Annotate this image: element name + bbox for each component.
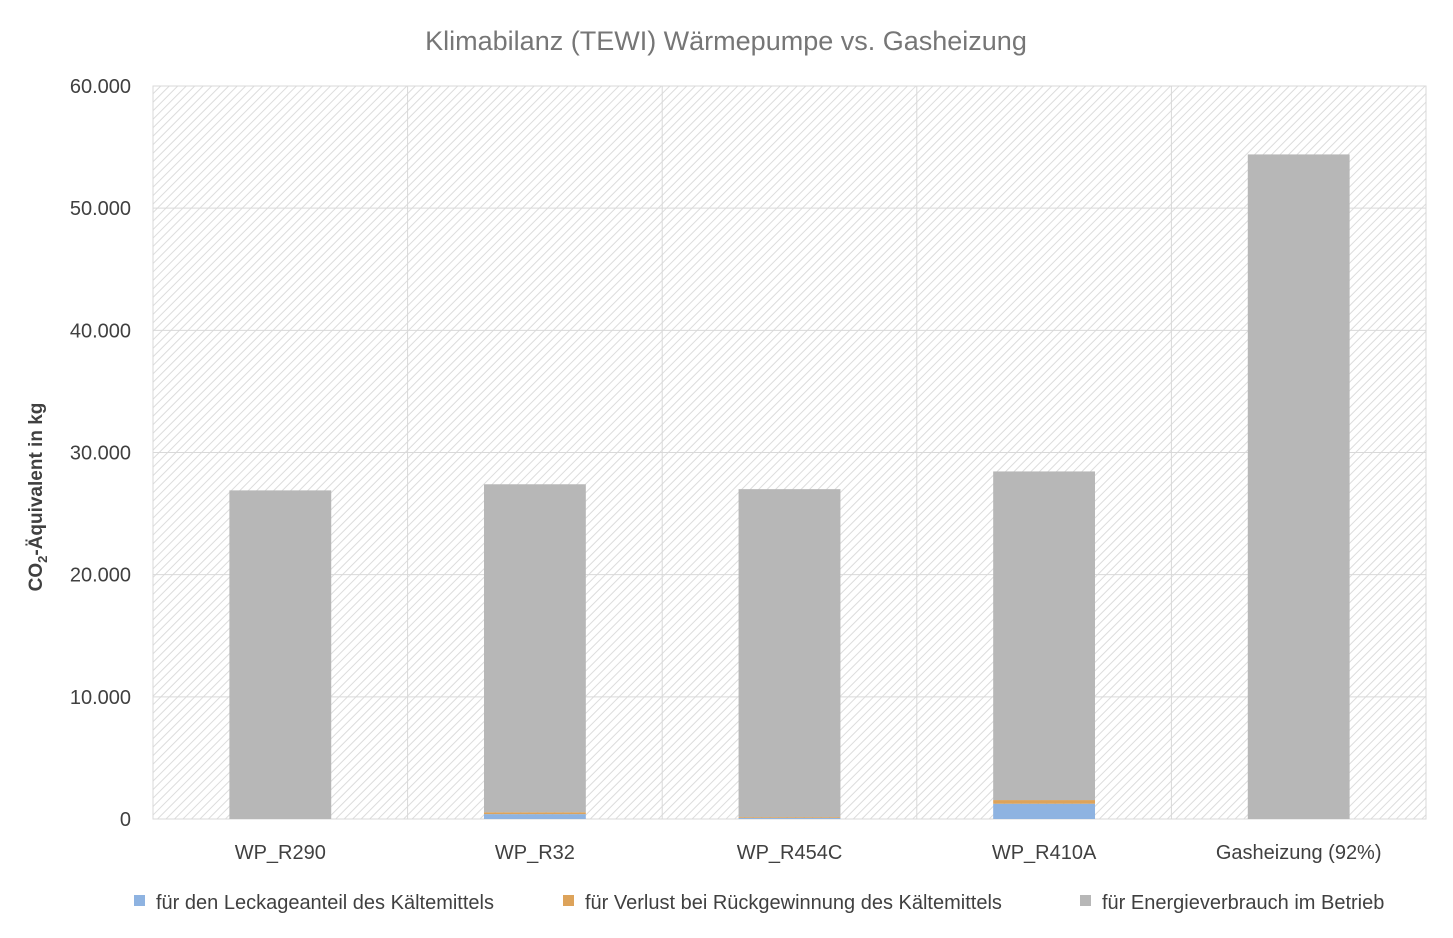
bar-segment-series-2 [738,817,841,819]
legend-label: für Energieverbrauch im Betrieb [1102,892,1384,914]
grid [153,85,1426,820]
bar-segment-series-3 [483,484,586,813]
y-tick-label: 50.000 [70,198,131,220]
y-tick-label: 0 [120,809,131,831]
y-tick-label: 10.000 [70,687,131,709]
y-axis-label-main: CO [26,563,47,592]
bar-segment-series-2 [993,800,1096,804]
bar-segment-series-2 [483,812,586,815]
legend-swatch [1080,895,1091,906]
legend: für den Leckageanteil des Kältemittels fü… [134,892,1384,914]
chart-title: Klimabilanz (TEWI) Wärmepumpe vs. Gashei… [425,26,1027,56]
legend-swatch [563,895,574,906]
x-tick-label: WP_R290 [235,842,326,864]
x-tick-label: WP_R454C [737,842,843,864]
legend-swatch [134,895,145,906]
bar-segment-series-1 [993,803,1096,819]
y-axis-label-rest: -Äquivalent in kg [26,403,47,556]
bar-segment-series-3 [993,471,1096,801]
bar-segment-series-3 [229,490,332,819]
y-axis-label-sub: 2 [35,556,50,563]
x-axis-ticks: WP_R290 WP_R32 WP_R454C WP_R410A Gasheizung … [235,842,1382,864]
y-tick-label: 20.000 [70,565,131,587]
legend-label: für den Leckageanteil des Kältemittels [156,892,494,914]
y-tick-label: 40.000 [70,320,131,342]
bars [229,154,1350,819]
x-tick-label: WP_R410A [992,842,1097,864]
legend-label: für Verlust bei Rückgewinnung des Kältem… [585,892,1002,914]
bar-segment-series-1 [483,814,586,819]
bar-segment-series-1 [738,818,841,819]
x-tick-label: Gasheizung (92%) [1216,842,1382,864]
y-tick-label: 60.000 [70,76,131,98]
bar-segment-series-3 [738,489,841,818]
y-tick-label: 30.000 [70,443,131,465]
x-tick-label: WP_R32 [495,842,575,864]
y-axis-label: CO2-Äquivalent in kg [26,403,50,592]
bar-segment-series-3 [1247,154,1350,819]
y-axis-ticks: 0 10.000 20.000 30.000 40.000 50.000 60.000 [70,76,131,831]
